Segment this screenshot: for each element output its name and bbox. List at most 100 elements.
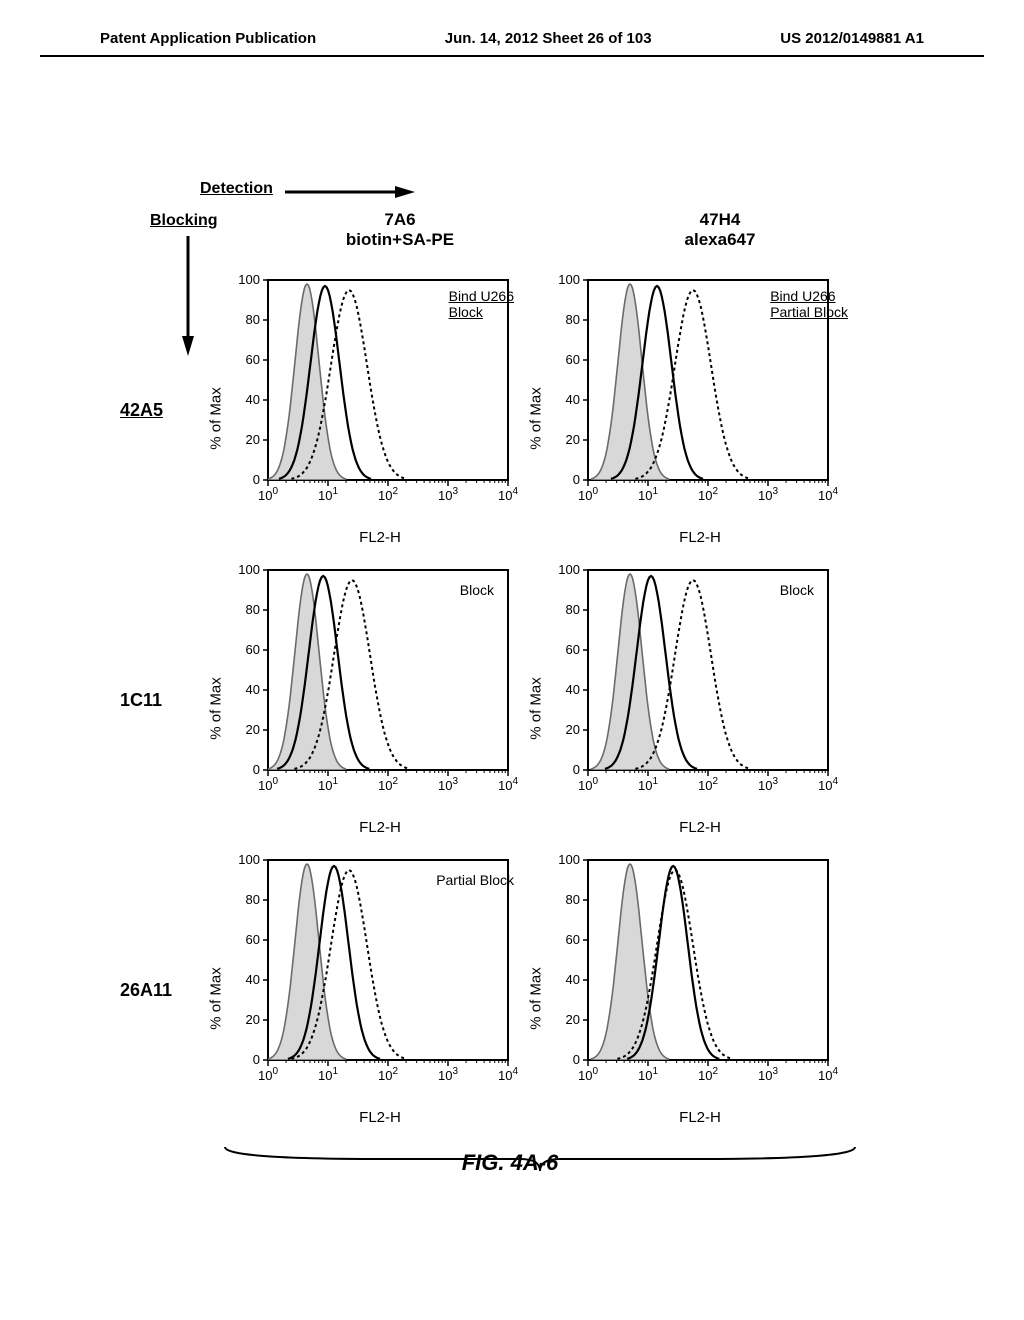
- svg-text:104: 104: [498, 1066, 518, 1083]
- svg-text:104: 104: [498, 776, 518, 793]
- ylabel: % of Max: [528, 677, 545, 740]
- svg-text:0: 0: [253, 1052, 260, 1067]
- chart-grid: 42A5 0 20 40 60 80 100 100 101 102 103 104 FL2-H % o…: [120, 270, 900, 1130]
- svg-text:100: 100: [558, 272, 580, 287]
- svg-text:102: 102: [378, 1066, 398, 1083]
- brace-icon: [220, 1145, 860, 1173]
- ylabel: % of Max: [208, 967, 225, 1030]
- ylabel: % of Max: [208, 387, 225, 450]
- svg-text:100: 100: [578, 486, 598, 503]
- ylabel: % of Max: [528, 387, 545, 450]
- svg-text:40: 40: [246, 392, 260, 407]
- col-header-1: 7A6 biotin+SA-PE: [260, 210, 540, 250]
- figure-area: Detection Blocking 7A6 biotin+SA-PE 47H4…: [120, 180, 900, 1176]
- chart-r3c1: 020406080100100101102103104FL2-H% of Max…: [220, 850, 540, 1130]
- row-label-3: 26A11: [120, 850, 220, 1130]
- svg-text:80: 80: [566, 312, 580, 327]
- col1-line1: 7A6: [260, 210, 540, 230]
- header-left: Patent Application Publication: [100, 30, 316, 47]
- header-right: US 2012/0149881 A1: [780, 30, 924, 47]
- svg-text:0: 0: [573, 1052, 580, 1067]
- svg-text:100: 100: [258, 486, 278, 503]
- xlabel: FL2-H: [679, 819, 721, 836]
- svg-text:20: 20: [246, 722, 260, 737]
- svg-text:102: 102: [698, 486, 718, 503]
- svg-text:60: 60: [566, 352, 580, 367]
- detection-arrow-icon: [285, 186, 415, 198]
- top-labels: Detection Blocking 7A6 biotin+SA-PE 47H4…: [120, 180, 900, 270]
- svg-text:100: 100: [578, 1066, 598, 1083]
- svg-text:0: 0: [573, 762, 580, 777]
- plot-annotation: Bind U266Partial Block: [770, 288, 848, 320]
- detection-label: Detection: [200, 180, 273, 198]
- svg-text:104: 104: [818, 486, 838, 503]
- svg-text:101: 101: [638, 486, 658, 503]
- xlabel: FL2-H: [679, 1109, 721, 1126]
- col2-line1: 47H4: [580, 210, 860, 230]
- row-label-2: 1C11: [120, 560, 220, 840]
- plot-annotation: Block: [780, 582, 814, 598]
- svg-text:103: 103: [438, 486, 458, 503]
- svg-text:60: 60: [246, 352, 260, 367]
- svg-text:20: 20: [246, 1012, 260, 1027]
- svg-text:60: 60: [566, 642, 580, 657]
- svg-text:80: 80: [246, 892, 260, 907]
- svg-text:102: 102: [698, 776, 718, 793]
- header-center: Jun. 14, 2012 Sheet 26 of 103: [445, 30, 652, 47]
- svg-text:40: 40: [566, 972, 580, 987]
- xlabel: FL2-H: [359, 529, 401, 546]
- xlabel: FL2-H: [359, 1109, 401, 1126]
- svg-text:104: 104: [818, 1066, 838, 1083]
- svg-text:101: 101: [638, 1066, 658, 1083]
- chart-r1c2: 020406080100100101102103104FL2-H% of Max…: [540, 270, 860, 550]
- row-label-1: 42A5: [120, 270, 220, 550]
- svg-text:20: 20: [566, 432, 580, 447]
- plot-annotation: Block: [460, 582, 494, 598]
- svg-text:103: 103: [438, 1066, 458, 1083]
- svg-text:104: 104: [818, 776, 838, 793]
- svg-text:103: 103: [438, 776, 458, 793]
- col-header-2: 47H4 alexa647: [580, 210, 860, 250]
- svg-text:103: 103: [758, 776, 778, 793]
- svg-text:100: 100: [558, 562, 580, 577]
- svg-text:103: 103: [758, 486, 778, 503]
- svg-text:102: 102: [378, 486, 398, 503]
- col1-line2: biotin+SA-PE: [260, 230, 540, 250]
- svg-text:80: 80: [246, 312, 260, 327]
- svg-text:100: 100: [238, 562, 260, 577]
- svg-text:100: 100: [558, 852, 580, 867]
- svg-text:20: 20: [566, 722, 580, 737]
- svg-text:101: 101: [318, 776, 338, 793]
- svg-text:100: 100: [258, 776, 278, 793]
- svg-text:100: 100: [258, 1066, 278, 1083]
- svg-text:102: 102: [378, 776, 398, 793]
- svg-text:40: 40: [246, 972, 260, 987]
- ylabel: % of Max: [528, 967, 545, 1030]
- page-header: Patent Application Publication Jun. 14, …: [40, 0, 984, 57]
- xlabel: FL2-H: [359, 819, 401, 836]
- svg-text:80: 80: [246, 602, 260, 617]
- svg-text:60: 60: [246, 642, 260, 657]
- svg-text:40: 40: [566, 682, 580, 697]
- blocking-arrow-icon: [182, 236, 194, 356]
- svg-text:100: 100: [578, 776, 598, 793]
- svg-text:101: 101: [318, 1066, 338, 1083]
- svg-text:101: 101: [638, 776, 658, 793]
- col2-line2: alexa647: [580, 230, 860, 250]
- svg-text:100: 100: [238, 852, 260, 867]
- plot-annotation: Partial Block: [436, 872, 514, 888]
- svg-text:80: 80: [566, 602, 580, 617]
- svg-text:20: 20: [246, 432, 260, 447]
- svg-text:80: 80: [566, 892, 580, 907]
- svg-text:102: 102: [698, 1066, 718, 1083]
- svg-text:0: 0: [573, 472, 580, 487]
- xlabel: FL2-H: [679, 529, 721, 546]
- plot-annotation: Bind U266Block: [449, 288, 514, 320]
- chart-r3c2: 020406080100100101102103104FL2-H% of Max: [540, 850, 860, 1130]
- svg-text:20: 20: [566, 1012, 580, 1027]
- svg-text:0: 0: [253, 762, 260, 777]
- svg-text:60: 60: [566, 932, 580, 947]
- svg-text:101: 101: [318, 486, 338, 503]
- svg-text:60: 60: [246, 932, 260, 947]
- chart-r1c1: 020406080100100101102103104FL2-H% of Max…: [220, 270, 540, 550]
